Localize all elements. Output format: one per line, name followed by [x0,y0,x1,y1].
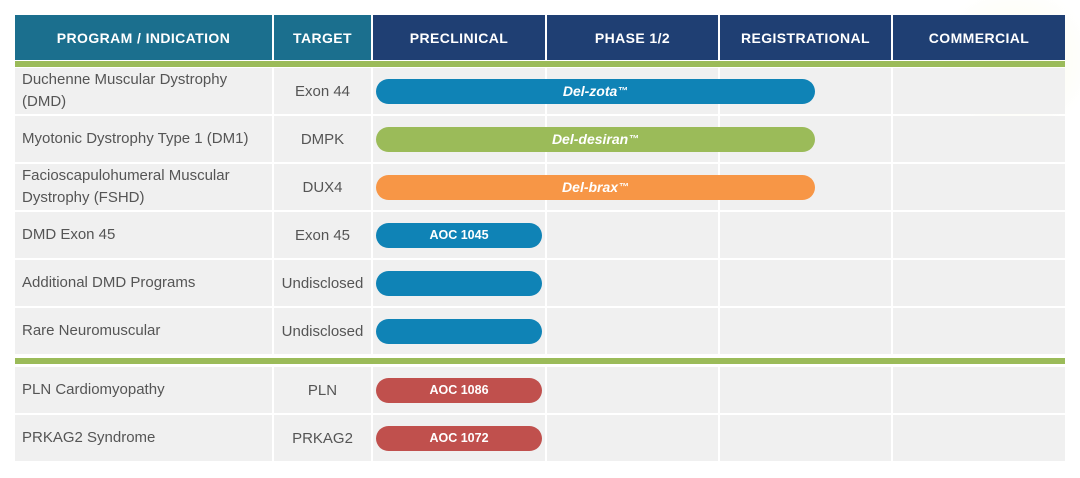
table-row: Facioscapulohumeral Muscular Dystrophy (… [15,164,1065,210]
table-row: DMD Exon 45 Exon 45 AOC 1045 [15,212,1065,258]
target-label: DMPK [274,116,371,162]
cell-col-3 [547,212,718,258]
trademark-symbol: ™ [619,181,630,193]
pipeline-bar: Del-zota ™ [376,78,816,104]
pipeline-bar: AOC 1072 [376,425,542,451]
table-row: PLN Cardiomyopathy PLN AOC 1086 [15,367,1065,413]
cell-col-3 [547,367,718,413]
trademark-symbol: ™ [629,133,640,145]
program-label: Facioscapulohumeral Muscular Dystrophy (… [15,164,272,210]
program-label: PRKAG2 Syndrome [15,415,272,461]
cell-col-5 [893,116,1065,162]
program-label: Additional DMD Programs [15,260,272,306]
cell-col-5 [893,308,1065,354]
bar-label: Del-brax [562,179,619,195]
table-row: Myotonic Dystrophy Type 1 (DM1) DMPK Del-d… [15,116,1065,162]
table-row: PRKAG2 Syndrome PRKAG2 AOC 1072 [15,415,1065,461]
target-label: Undisclosed [274,260,371,306]
header-target: TARGET [274,15,371,60]
bar-label: Del-desiran [551,131,629,147]
header-separator [15,61,1065,67]
target-label: DUX4 [274,164,371,210]
header-commercial: COMMERCIAL [893,15,1065,60]
header-preclinical: PRECLINICAL [373,15,545,60]
bar-label: Del-zota [562,83,618,99]
table-row: Additional DMD Programs Undisclosed [15,260,1065,306]
table-row: Rare Neuromuscular Undisclosed [15,308,1065,354]
program-label: Duchenne Muscular Dystrophy (DMD) [15,68,272,114]
cell-col-5 [893,367,1065,413]
target-label: Exon 45 [274,212,371,258]
table-row: Duchenne Muscular Dystrophy (DMD) Exon 44… [15,68,1065,114]
pipeline-bar: Del-desiran ™ [376,126,816,152]
pipeline-bar: Del-brax ™ [376,174,816,200]
program-label: Myotonic Dystrophy Type 1 (DM1) [15,116,272,162]
cell-col-5 [893,68,1065,114]
pipeline-bar: AOC 1086 [376,377,542,403]
bar-label: AOC 1072 [429,431,489,445]
cell-col-4 [720,415,891,461]
cell-col-3 [547,415,718,461]
target-label: PLN [274,367,371,413]
pipeline-bar [376,318,542,344]
program-label: Rare Neuromuscular [15,308,272,354]
pipeline-bar: AOC 1045 [376,222,542,248]
trademark-symbol: ™ [618,85,629,97]
target-label: Exon 44 [274,68,371,114]
cell-col-4 [720,367,891,413]
cell-col-5 [893,212,1065,258]
cell-col-4 [720,308,891,354]
cell-col-3 [547,308,718,354]
header-registrational: REGISTRATIONAL [720,15,891,60]
target-label: PRKAG2 [274,415,371,461]
program-label: PLN Cardiomyopathy [15,367,272,413]
cell-col-5 [893,164,1065,210]
pipeline-bar [376,270,542,296]
bar-label: AOC 1045 [429,228,489,242]
header-program-indication: PROGRAM / INDICATION [15,15,272,60]
pipeline-table: PROGRAM / INDICATION TARGET PRECLINICAL PHA… [15,0,1080,461]
target-label: Undisclosed [274,308,371,354]
cell-col-5 [893,415,1065,461]
cell-col-4 [720,260,891,306]
cell-col-4 [720,212,891,258]
group-separator [15,358,1065,364]
bar-label: AOC 1086 [429,383,489,397]
program-label: DMD Exon 45 [15,212,272,258]
cell-col-3 [547,260,718,306]
header-phase-1-2: PHASE 1/2 [547,15,718,60]
cell-col-5 [893,260,1065,306]
